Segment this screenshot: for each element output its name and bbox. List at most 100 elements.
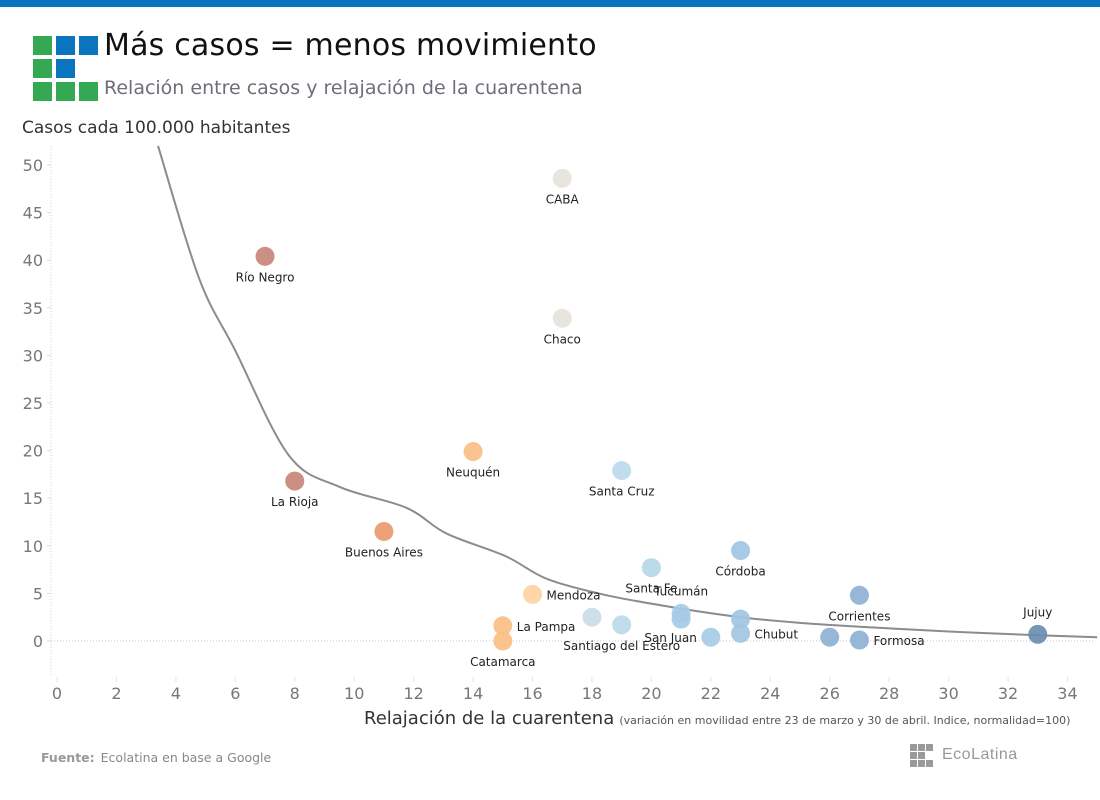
y-tick-label: 20 bbox=[23, 442, 43, 461]
x-tick-label: 32 bbox=[998, 684, 1018, 703]
x-axis-label: Relajación de la cuarentena (variación e… bbox=[364, 708, 1070, 729]
x-tick-label: 18 bbox=[582, 684, 602, 703]
data-point bbox=[255, 246, 275, 266]
y-tick-label: 50 bbox=[23, 156, 43, 175]
logo-square bbox=[79, 36, 98, 55]
data-point bbox=[523, 584, 543, 604]
x-tick-label: 22 bbox=[701, 684, 721, 703]
point-label: Santa Cruz bbox=[589, 485, 655, 499]
x-tick-label: 16 bbox=[522, 684, 542, 703]
data-points bbox=[255, 168, 1048, 651]
point-label: Chaco bbox=[544, 332, 581, 346]
y-tick-label: 0 bbox=[33, 632, 43, 651]
x-axis-note: (variación en movilidad entre 23 de marz… bbox=[619, 714, 1071, 727]
x-tick-label: 34 bbox=[1057, 684, 1077, 703]
point-label: Catamarca bbox=[470, 655, 535, 669]
logo-square bbox=[33, 36, 52, 55]
data-point bbox=[701, 627, 721, 647]
data-point bbox=[374, 522, 394, 542]
brand-square bbox=[926, 744, 933, 751]
chart-title: Más casos = menos movimiento bbox=[104, 28, 597, 63]
logo-square bbox=[33, 82, 52, 101]
data-point bbox=[1028, 624, 1048, 644]
point-label: Neuquén bbox=[446, 466, 500, 480]
data-point bbox=[612, 615, 632, 635]
data-point bbox=[731, 623, 751, 643]
x-tick-label: 20 bbox=[641, 684, 661, 703]
brand-square bbox=[918, 752, 925, 759]
x-tick-label: 14 bbox=[463, 684, 483, 703]
x-tick-label: 2 bbox=[111, 684, 121, 703]
x-tick-label: 8 bbox=[290, 684, 300, 703]
data-point bbox=[849, 585, 869, 605]
brand-square bbox=[926, 760, 933, 767]
point-label: Buenos Aires bbox=[345, 546, 423, 560]
data-point bbox=[552, 168, 572, 188]
x-tick-label: 10 bbox=[344, 684, 364, 703]
data-point bbox=[731, 609, 751, 629]
point-label: Tucumán bbox=[653, 584, 708, 598]
point-label: Mendoza bbox=[547, 588, 601, 602]
x-axis-title: Relajación de la cuarentena bbox=[364, 708, 615, 729]
source-note: Fuente: Ecolatina en base a Google bbox=[41, 750, 271, 765]
data-point bbox=[820, 627, 840, 647]
x-tick-label: 28 bbox=[879, 684, 899, 703]
brand-square bbox=[910, 744, 917, 751]
logo-square bbox=[56, 82, 75, 101]
point-label: Córdoba bbox=[715, 565, 765, 579]
point-label: Jujuy bbox=[1022, 605, 1052, 619]
y-tick-label: 30 bbox=[23, 346, 43, 365]
point-label: CABA bbox=[546, 192, 580, 206]
y-tick-label: 10 bbox=[23, 537, 43, 556]
source-label: Fuente: bbox=[41, 750, 95, 765]
x-tick-label: 12 bbox=[403, 684, 423, 703]
data-point bbox=[493, 616, 513, 636]
x-tick-label: 0 bbox=[52, 684, 62, 703]
point-label: Río Negro bbox=[236, 270, 295, 284]
x-tick-label: 30 bbox=[938, 684, 958, 703]
y-tick-label: 35 bbox=[23, 299, 43, 318]
x-tick-label: 26 bbox=[820, 684, 840, 703]
y-tick-label: 5 bbox=[33, 584, 43, 603]
point-label: Chubut bbox=[755, 627, 799, 641]
data-point bbox=[493, 631, 513, 651]
brand-square bbox=[910, 752, 917, 759]
point-label: San Juan bbox=[644, 631, 697, 645]
logo-square bbox=[56, 36, 75, 55]
y-tick-label: 45 bbox=[23, 204, 43, 223]
data-point bbox=[641, 558, 661, 578]
logo-icon bbox=[33, 36, 99, 102]
point-labels: CABA Río Negro Chaco Neuquén Santa Cruz La Ri… bbox=[236, 192, 1053, 669]
point-label: Corrientes bbox=[828, 609, 890, 623]
data-point bbox=[285, 471, 305, 491]
data-point bbox=[671, 609, 691, 629]
y-tick-label: 40 bbox=[23, 251, 43, 270]
top-accent-bar bbox=[0, 0, 1100, 7]
data-point bbox=[582, 607, 602, 627]
y-tick-label: 25 bbox=[23, 394, 43, 413]
y-axis-label: Casos cada 100.000 habitantes bbox=[22, 118, 291, 138]
point-label: La Rioja bbox=[271, 495, 319, 509]
y-tick-label: 15 bbox=[23, 489, 43, 508]
point-label: Santiago del Estero bbox=[563, 639, 680, 653]
point-label: Formosa bbox=[873, 634, 924, 648]
data-point bbox=[552, 308, 572, 328]
x-tick-label: 6 bbox=[230, 684, 240, 703]
data-point bbox=[731, 541, 751, 561]
chart-subtitle: Relación entre casos y relajación de la … bbox=[104, 77, 583, 99]
point-label: La Pampa bbox=[517, 620, 576, 634]
data-point bbox=[849, 630, 869, 650]
data-point bbox=[463, 442, 483, 462]
point-label: Santa Fe bbox=[625, 582, 677, 596]
logo-square bbox=[79, 82, 98, 101]
brand-name: EcoLatina bbox=[942, 746, 1018, 763]
brand-square bbox=[918, 744, 925, 751]
brand-square bbox=[910, 760, 917, 767]
logo-square bbox=[56, 59, 75, 78]
brand-square bbox=[918, 760, 925, 767]
source-text: Ecolatina en base a Google bbox=[100, 750, 272, 765]
x-tick-label: 24 bbox=[760, 684, 780, 703]
data-point bbox=[612, 461, 632, 481]
